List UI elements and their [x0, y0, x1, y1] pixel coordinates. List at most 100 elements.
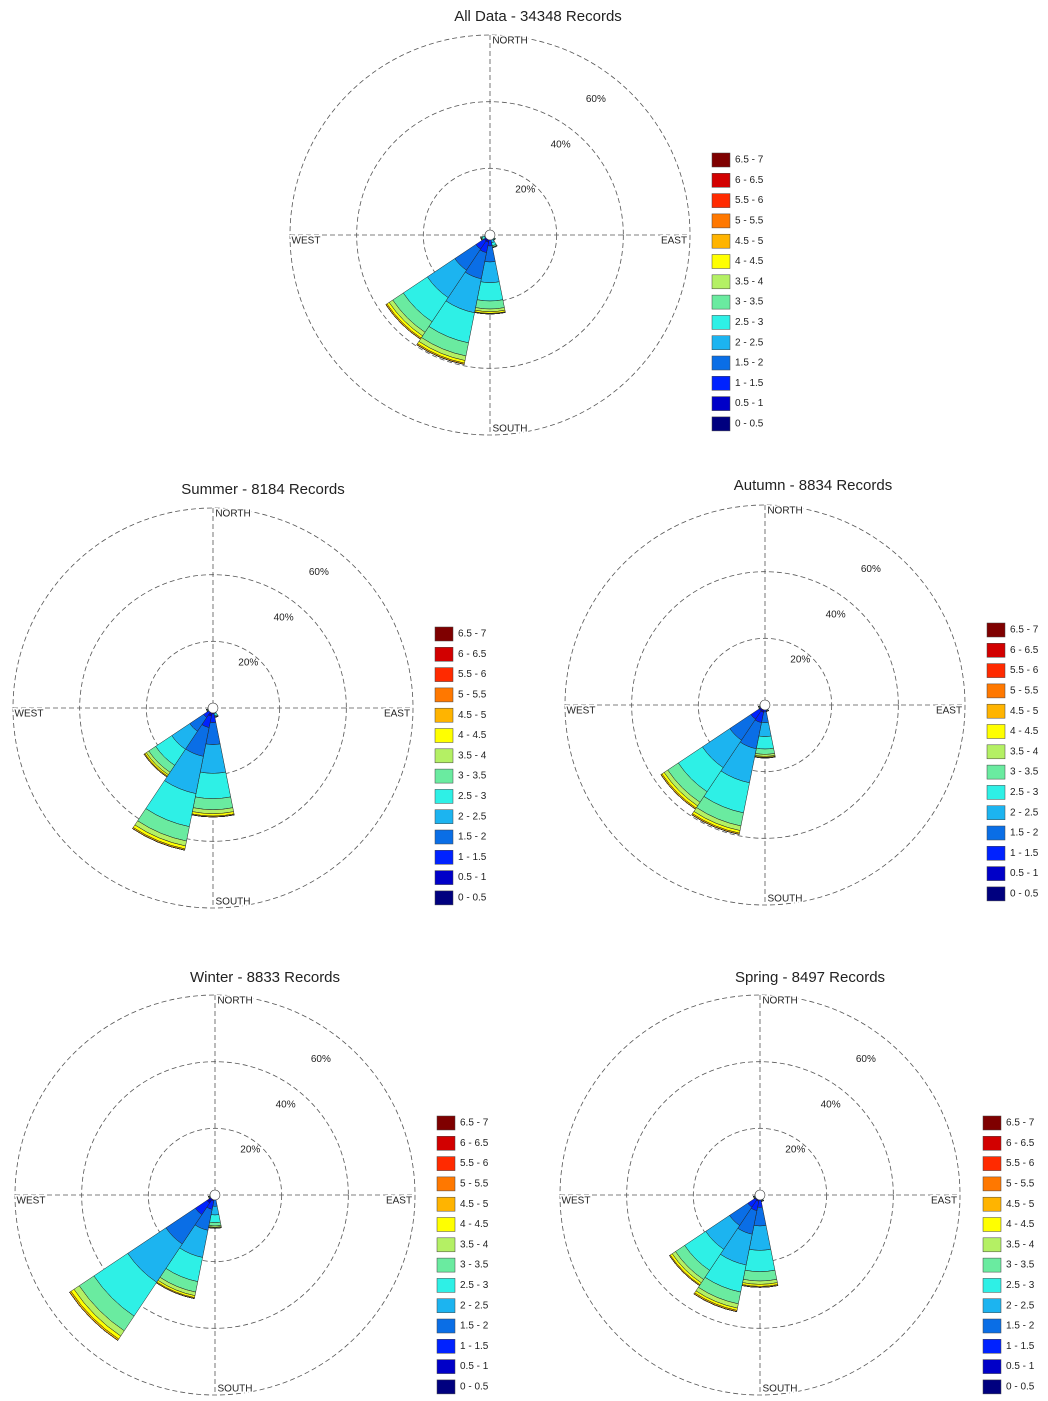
legend-label: 2.5 - 3 [735, 317, 764, 328]
legend-swatch [434, 809, 454, 824]
legend-swatch [711, 355, 731, 371]
legend-swatch [436, 1176, 456, 1192]
legend-swatch [711, 152, 731, 168]
chart-title: Autumn - 8834 Records [734, 477, 892, 494]
ring [14, 994, 416, 1396]
legend-label: 3 - 3.5 [460, 1260, 489, 1271]
legend-swatch [711, 315, 731, 330]
wind-segment [475, 299, 505, 310]
legend-label: 3.5 - 4 [1006, 1239, 1035, 1250]
legend-swatch [711, 376, 731, 391]
legend-swatch [434, 687, 454, 703]
legend-swatch [982, 1339, 1002, 1354]
legend-label: 0.5 - 1 [460, 1361, 489, 1372]
legend-swatch [436, 1339, 456, 1354]
wind-segment [195, 771, 231, 799]
legend-swatch [986, 724, 1006, 739]
legend-label: 0 - 0.5 [1006, 1382, 1035, 1393]
ring-label: 20% [238, 657, 258, 668]
legend-label: 5.5 - 6 [458, 669, 487, 680]
wind-segment [209, 1214, 221, 1223]
legend-label: 2 - 2.5 [458, 811, 487, 822]
legend-label: 5.5 - 6 [1010, 665, 1039, 676]
wind-segment [691, 814, 740, 835]
legend-label: 4 - 4.5 [460, 1219, 489, 1230]
legend-label: 3.5 - 4 [735, 276, 764, 287]
legend-swatch [434, 748, 454, 764]
center-dot [207, 702, 219, 714]
legend-label: 0 - 0.5 [458, 893, 487, 904]
direction-label: SOUTH [768, 894, 803, 905]
legend-label: 4 - 4.5 [735, 256, 764, 267]
legend-swatch [436, 1298, 456, 1313]
legend-label: 3.5 - 4 [458, 750, 487, 761]
legend-swatch [436, 1237, 456, 1253]
wind-segment [755, 747, 775, 755]
ring-label: 20% [240, 1144, 260, 1155]
legend-label: 3 - 3.5 [735, 297, 764, 308]
legend-swatch [982, 1176, 1002, 1192]
wind-segment [206, 709, 208, 712]
legend-swatch [436, 1379, 456, 1395]
legend-label: 2 - 2.5 [460, 1300, 489, 1311]
legend-label: 1 - 1.5 [1006, 1341, 1035, 1352]
legend-swatch [982, 1156, 1002, 1171]
legend-label: 1.5 - 2 [458, 832, 487, 843]
direction-label: EAST [936, 706, 962, 717]
legend-swatch [711, 294, 731, 310]
legend-swatch [434, 707, 454, 723]
legend-label: 5 - 5.5 [1010, 686, 1039, 697]
direction-label: EAST [931, 1196, 957, 1207]
legend-label: 1 - 1.5 [1010, 848, 1039, 859]
legend-label: 6 - 6.5 [458, 649, 487, 660]
wind-segment [208, 1221, 222, 1227]
legend-swatch [986, 622, 1006, 638]
legend-swatch [436, 1156, 456, 1171]
ring [626, 1061, 894, 1329]
legend-swatch [711, 193, 731, 208]
wind-rose: 20% 40% 60% NORTH EAST SOUTH WEST Winter - 8833… [14, 969, 489, 1396]
legend-swatch [434, 768, 454, 784]
legend-swatch [986, 886, 1006, 902]
chart-title: Winter - 8833 Records [190, 969, 340, 986]
legend-label: 2.5 - 3 [460, 1280, 489, 1291]
direction-label: WEST [15, 709, 44, 720]
legend-swatch [711, 335, 731, 350]
legend-label: 5.5 - 6 [735, 195, 764, 206]
legend-swatch [711, 396, 731, 411]
chart-title: All Data - 34348 Records [454, 8, 622, 25]
legend-swatch [436, 1217, 456, 1232]
legend-swatch [986, 846, 1006, 861]
direction-label: EAST [386, 1196, 412, 1207]
direction-label: WEST [562, 1196, 591, 1207]
ring-label: 60% [861, 564, 881, 575]
ring-label: 60% [856, 1054, 876, 1065]
legend-label: 6.5 - 7 [458, 629, 487, 640]
ring [289, 34, 691, 436]
legend-swatch [436, 1359, 456, 1374]
direction-label: EAST [661, 236, 687, 247]
legend-swatch [711, 254, 731, 269]
legend-label: 1 - 1.5 [735, 378, 764, 389]
legend-swatch [986, 785, 1006, 800]
legend-swatch [986, 643, 1006, 658]
legend-swatch [982, 1379, 1002, 1395]
ring-label: 40% [826, 609, 846, 620]
ring-label: 60% [311, 1054, 331, 1065]
direction-label: EAST [384, 709, 410, 720]
legend-swatch [982, 1359, 1002, 1374]
wind-segment [416, 344, 465, 365]
legend-label: 4.5 - 5 [1006, 1199, 1035, 1210]
legend-label: 6.5 - 7 [460, 1118, 489, 1129]
wind-rose: 20% 40% 60% NORTH EAST SOUTH WEST All Data - 34… [289, 8, 764, 436]
legend-label: 2.5 - 3 [458, 791, 487, 802]
legend-swatch [436, 1257, 456, 1273]
wind-rose: 20% 40% 60% NORTH EAST SOUTH WEST Autumn - 8834… [564, 477, 1039, 906]
ring [79, 574, 347, 842]
center-dot [484, 229, 496, 241]
direction-label: SOUTH [218, 1384, 253, 1395]
legend-label: 4 - 4.5 [1006, 1219, 1035, 1230]
legend-swatch [982, 1136, 1002, 1151]
direction-label: WEST [17, 1196, 46, 1207]
